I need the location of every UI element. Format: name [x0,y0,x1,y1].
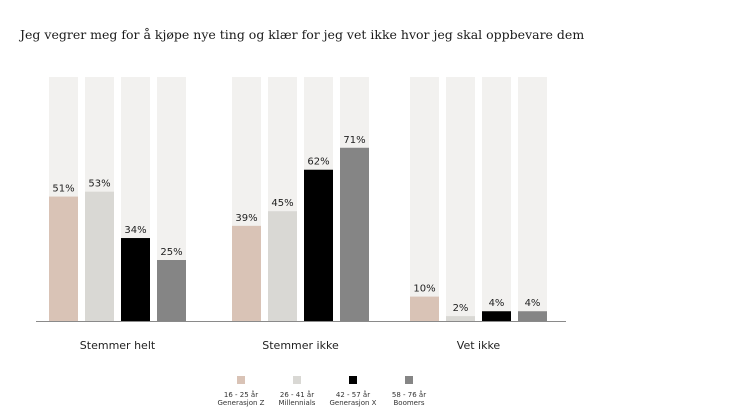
data-label-vet-ikke-3: 4% [489,298,505,309]
data-label-stemmer-ikke-4: 71% [343,135,365,146]
legend-swatch-3 [349,376,357,384]
bar-stemmer-ikke-4 [340,147,369,321]
legend-label-4-line-2: Boomers [393,399,424,407]
data-label-stemmer-helt-1: 51% [52,184,74,195]
category-label-stemmer-helt: Stemmer helt [80,339,156,352]
data-label-stemmer-ikke-2: 45% [271,198,293,209]
legend-swatch-2 [293,376,301,384]
data-label-stemmer-ikke-1: 39% [235,213,257,224]
legend-label-2-line-2: Millennials [279,399,316,407]
data-label-stemmer-helt-2: 53% [88,179,110,190]
legend-label-2-line-1: 26 - 41 år [280,390,314,399]
data-label-stemmer-ikke-3: 62% [307,157,329,168]
data-label-vet-ikke-2: 2% [453,303,469,314]
background-bar-vet-ikke-1 [410,77,439,321]
legend-label-1-line-1: 16 - 25 år [224,390,258,399]
bar-vet-ikke-1 [410,296,439,321]
category-label-vet-ikke: Vet ikke [457,339,501,352]
background-bar-vet-ikke-3 [482,77,511,321]
data-label-vet-ikke-4: 4% [525,298,541,309]
data-label-stemmer-helt-4: 25% [160,247,182,258]
legend-label-3-line-1: 42 - 57 år [336,390,370,399]
data-label-stemmer-helt-3: 34% [124,225,146,236]
bar-vet-ikke-3 [482,311,511,321]
legend-swatch-4 [405,376,413,384]
legend-swatch-1 [237,376,245,384]
background-bar-vet-ikke-2 [446,77,475,321]
bar-stemmer-ikke-3 [304,169,333,321]
bar-stemmer-helt-2 [85,191,114,321]
bar-stemmer-helt-1 [49,196,78,321]
data-label-vet-ikke-1: 10% [413,284,435,295]
bar-vet-ikke-2 [446,316,475,321]
bar-stemmer-helt-4 [157,260,186,321]
bar-stemmer-ikke-2 [268,211,297,321]
legend-label-3-line-2: Generasjon X [330,399,377,407]
bar-vet-ikke-4 [518,311,547,321]
category-label-stemmer-ikke: Stemmer ikke [262,339,339,352]
chart-title: Jeg vegrer meg for å kjøpe nye ting og k… [20,27,585,42]
legend-label-4-line-1: 58 - 76 år [392,390,426,399]
legend-label-1-line-2: Generasjon Z [218,399,265,407]
bar-stemmer-helt-3 [121,238,150,321]
background-bar-vet-ikke-4 [518,77,547,321]
bar-stemmer-ikke-1 [232,225,261,321]
